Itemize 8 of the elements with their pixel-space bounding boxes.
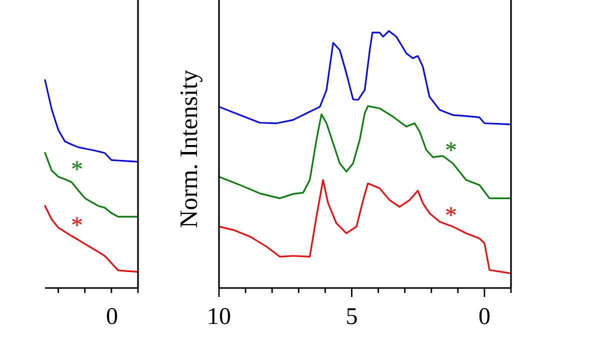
x-tick-label: 5 [346,304,358,330]
x-tick-label: 10 [207,304,231,330]
annotation: * [71,157,83,183]
annotation: * [445,203,457,229]
x-tick-label: 0 [478,304,490,330]
annotation: * [71,213,83,239]
y-axis-title: Norm. Intensity [176,69,203,228]
annotation: * [445,138,457,164]
